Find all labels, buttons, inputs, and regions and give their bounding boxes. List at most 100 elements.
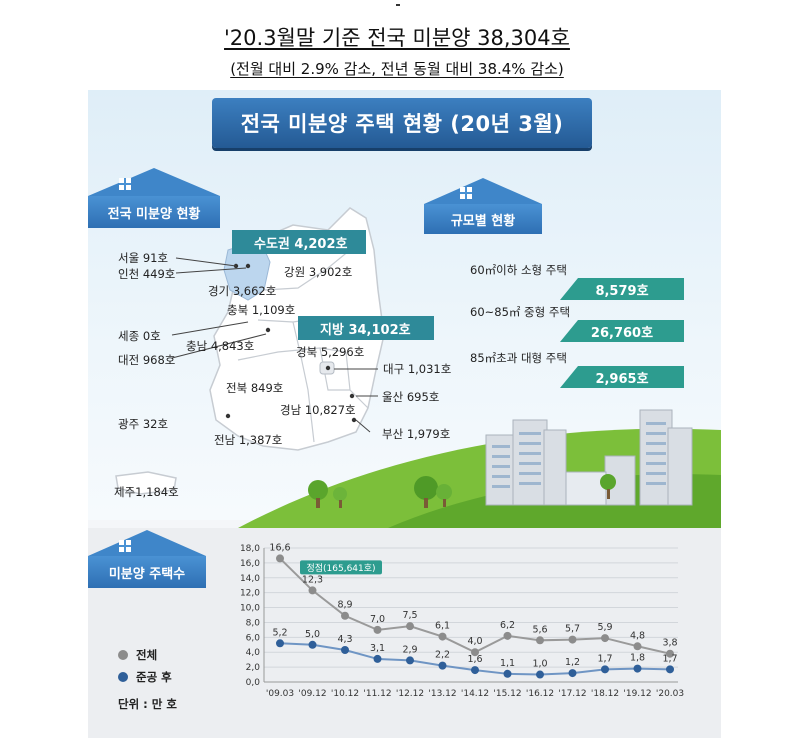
y-tick-label: 4,0 — [246, 648, 261, 658]
data-point — [471, 666, 479, 675]
x-tick-label: '09.03 — [266, 689, 294, 699]
data-label: 1,7 — [662, 653, 677, 664]
subline: (전월 대비 2.9% 감소, 전년 동월 대비 38.4% 감소) — [230, 60, 564, 78]
x-tick-label: '10.12 — [331, 689, 359, 699]
x-tick-label: '12.12 — [396, 689, 424, 699]
legend-completed-dot — [118, 672, 128, 682]
size-section-label: 규모별 현황 — [424, 178, 542, 234]
data-point — [568, 669, 577, 678]
data-label: 5,0 — [305, 629, 320, 640]
house-roof-icon — [424, 178, 542, 204]
data-label: 6,2 — [500, 620, 515, 631]
label-jeonbuk: 전북 849호 — [226, 381, 284, 395]
data-point — [276, 639, 284, 648]
data-point — [633, 664, 642, 673]
y-tick-label: 8,0 — [246, 618, 261, 628]
data-label: 1,7 — [597, 653, 612, 664]
size-value-large: 2,965호 — [560, 366, 684, 388]
data-point — [276, 554, 284, 563]
data-label: 5,9 — [597, 622, 612, 633]
data-point — [308, 586, 317, 595]
data-label: 7,0 — [370, 614, 385, 625]
data-point — [438, 632, 447, 641]
korea-map — [115, 207, 721, 528]
label-jeju: 제주1,184호 — [114, 485, 179, 499]
data-label: 3,8 — [662, 638, 677, 649]
data-point — [601, 665, 609, 674]
data-point — [406, 656, 414, 665]
top-dash — [396, 4, 400, 6]
trend-chart: 0,0 2,0 4,0 6,0 8,0 10,0 12,0 14,0 16,0 18,0 '09.0… — [240, 542, 684, 699]
label-gyeongbuk: 경북 5,296호 — [296, 345, 365, 359]
data-point — [601, 634, 609, 643]
label-busan: 부산 1,979호 — [382, 427, 451, 441]
data-label: 3,1 — [370, 643, 385, 654]
data-point — [536, 670, 544, 679]
peak-annotation-box — [300, 560, 382, 575]
data-point — [666, 649, 674, 658]
data-label: 5,6 — [532, 624, 547, 635]
metro-badge: 수도권 4,202호 — [232, 230, 366, 254]
headline: '20.3월말 기준 전국 미분양 38,304호 — [224, 26, 570, 50]
data-point — [568, 635, 577, 644]
data-point — [308, 640, 317, 649]
infographic: 전국 미분양 주택 현황 (20년 3월) 전국 미분양 현황 규모별 현황 수… — [88, 90, 721, 738]
national-section-label: 전국 미분양 현황 — [88, 168, 220, 228]
house-roof-icon — [88, 168, 220, 196]
y-tick-label: 2,0 — [246, 663, 261, 673]
x-tick-label: '19.12 — [623, 689, 651, 699]
y-tick-label: 14,0 — [240, 574, 260, 584]
label-chungnam: 충남 4,843호 — [186, 339, 255, 353]
x-tick-label: '16.12 — [526, 689, 554, 699]
x-tick-label: '20.03 — [656, 689, 684, 699]
size-section-title: 규모별 현황 — [424, 204, 542, 234]
label-sejong: 세종 0호 — [118, 329, 161, 343]
label-daejeon: 대전 968호 — [118, 353, 176, 367]
label-ulsan: 울산 695호 — [382, 390, 440, 404]
y-tick-label: 12,0 — [240, 589, 260, 599]
data-label: 4,8 — [630, 630, 645, 641]
size-value-medium: 26,760호 — [560, 320, 684, 342]
window-icon — [119, 540, 131, 552]
data-point — [341, 611, 349, 620]
label-jeonnam: 전남 1,387호 — [214, 433, 283, 447]
y-tick-label: 0,0 — [246, 678, 261, 688]
y-tick-label: 10,0 — [240, 604, 260, 614]
size-value-small: 8,579호 — [560, 278, 684, 300]
x-tick-label: '11.12 — [363, 689, 391, 699]
label-daegu: 대구 1,031호 — [383, 362, 452, 376]
national-section-title: 전국 미분양 현황 — [88, 196, 220, 228]
y-tick-label: 6,0 — [246, 633, 261, 643]
size-label-medium: 60~85㎡ 중형 주택 — [470, 305, 571, 319]
local-badge: 지방 34,102호 — [298, 316, 434, 340]
data-label: 1,6 — [467, 654, 482, 665]
label-incheon: 인천 449호 — [118, 267, 176, 281]
window-icon — [460, 187, 472, 199]
x-tick-label: '09.12 — [298, 689, 326, 699]
house-roof-icon — [88, 530, 206, 556]
data-point — [503, 669, 512, 678]
legend-total-dot — [118, 650, 128, 660]
label-gangwon: 강원 3,902호 — [284, 265, 353, 279]
data-point — [438, 661, 447, 670]
legend-total-label: 전체 — [136, 648, 158, 662]
window-icon — [119, 178, 131, 190]
x-tick-label: '13.12 — [428, 689, 456, 699]
label-gwangju: 광주 32호 — [118, 417, 169, 431]
data-point — [666, 665, 674, 674]
data-point — [536, 636, 544, 645]
data-point — [341, 645, 349, 654]
x-tick-label: '18.12 — [591, 689, 619, 699]
label-chungbuk: 충북 1,109호 — [227, 303, 296, 317]
data-label: 2,9 — [402, 644, 417, 655]
x-tick-label: '17.12 — [558, 689, 586, 699]
data-label: 1,8 — [630, 653, 645, 664]
data-label: 6,1 — [435, 621, 450, 632]
data-point — [633, 642, 642, 651]
data-point — [373, 625, 382, 634]
x-tick-label: '15.12 — [493, 689, 521, 699]
data-point — [471, 648, 479, 657]
size-label-large: 85㎡초과 대형 주택 — [470, 351, 567, 365]
data-label: 1,0 — [532, 659, 547, 670]
data-label: 2,2 — [435, 650, 450, 661]
